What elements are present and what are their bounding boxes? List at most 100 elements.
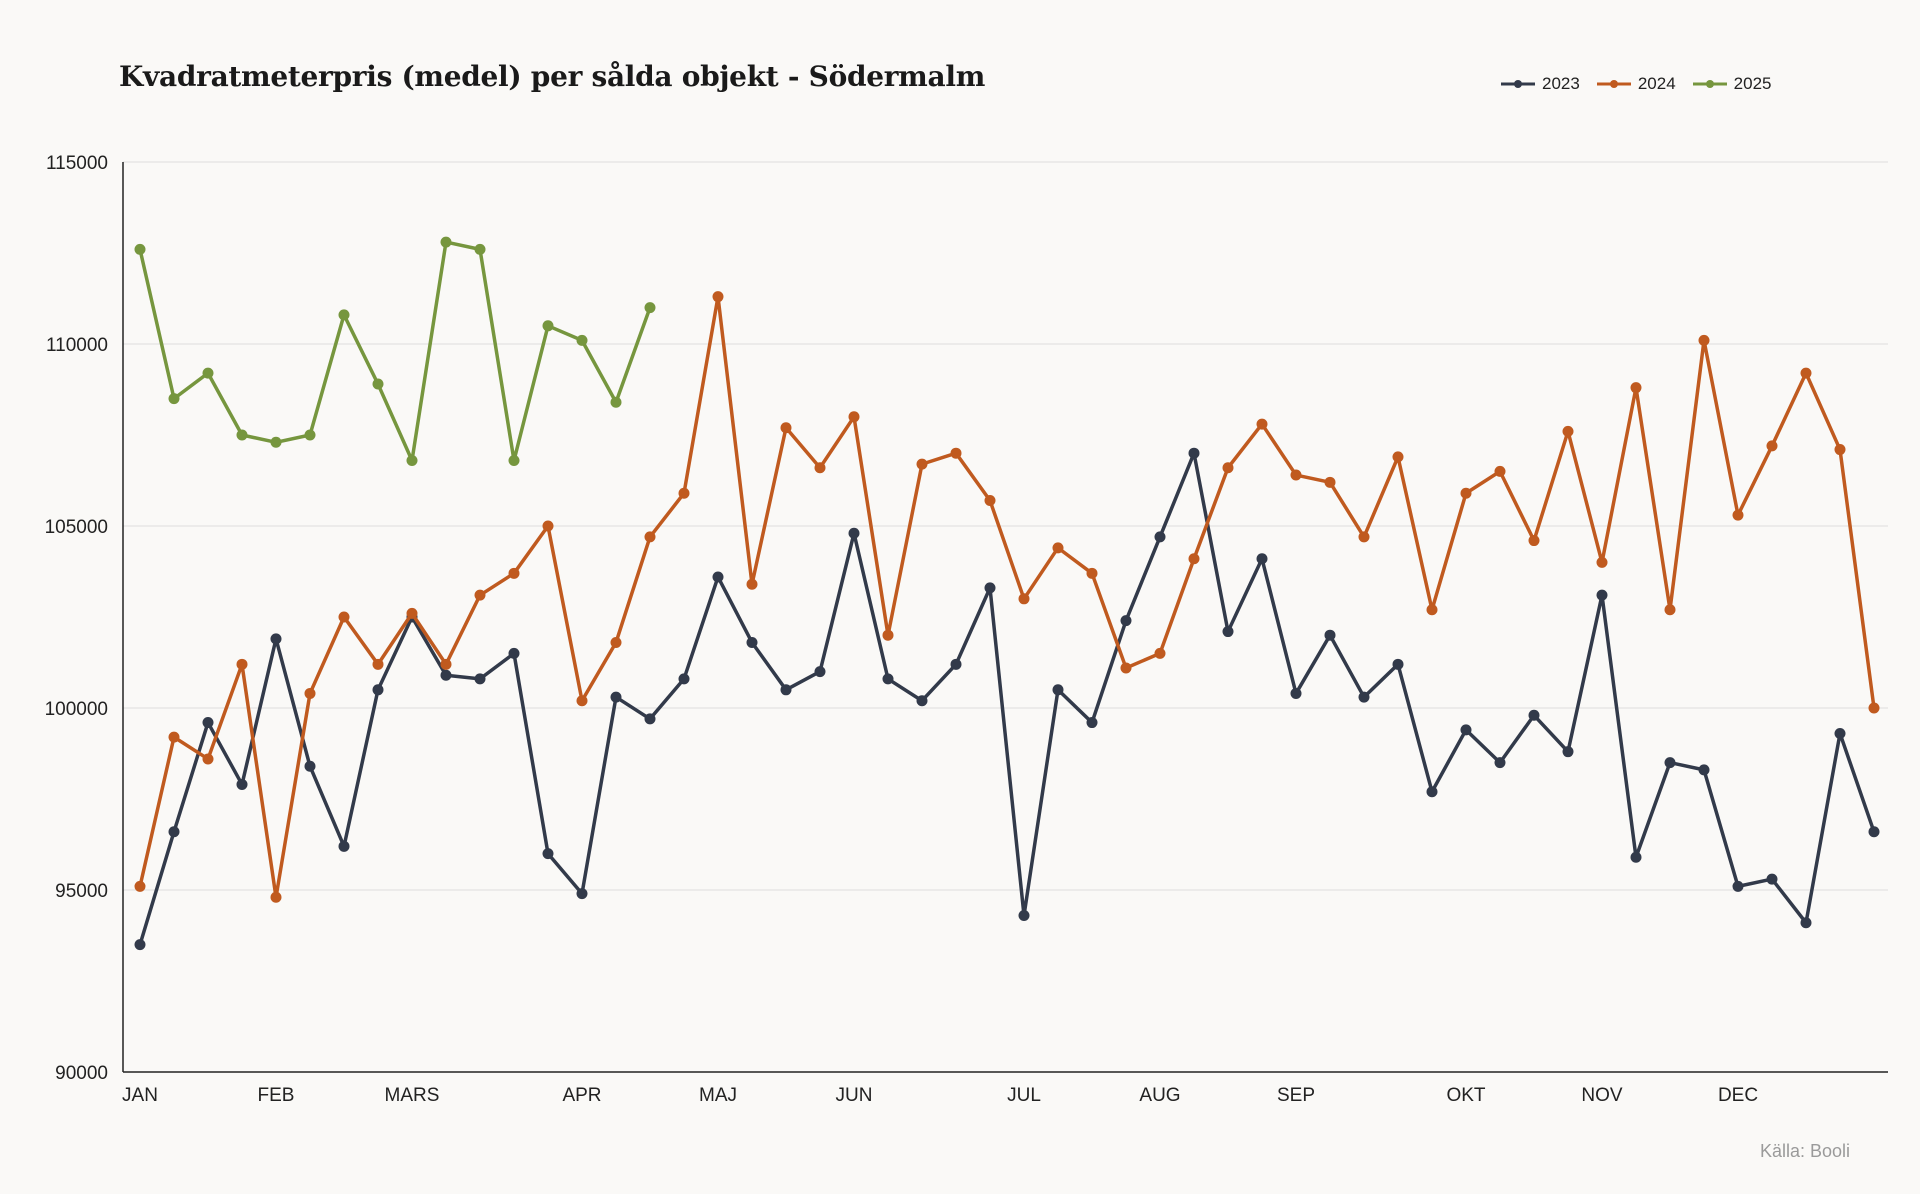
data-point-2024 (1494, 465, 1506, 477)
series-line-2025 (138, 240, 652, 463)
legend-item-2024: 2024 (1596, 74, 1676, 94)
data-point-2023 (1222, 626, 1234, 638)
data-point-2024 (508, 567, 520, 579)
data-point-2024 (1460, 487, 1472, 499)
y-tick-label: 115000 (46, 153, 108, 174)
data-point-2023 (1426, 786, 1438, 798)
data-point-2023 (202, 717, 214, 729)
data-point-2023 (1800, 917, 1812, 929)
data-point-2025 (508, 454, 520, 466)
x-tick-label: FEB (258, 1085, 295, 1106)
data-point-2023 (814, 666, 826, 678)
data-point-2023 (1630, 851, 1642, 863)
data-point-2023 (848, 527, 860, 539)
data-point-2023 (1834, 727, 1846, 739)
data-point-2025 (270, 436, 282, 448)
legend-swatch-2023 (1501, 80, 1535, 88)
x-tick-label: JUL (1007, 1085, 1041, 1106)
x-axis-ticks: JAN FEB MARS APR MAJ JUN JUL AUG SEP OKT NOV DEC (122, 1085, 1758, 1106)
x-tick-label: MAJ (699, 1085, 737, 1106)
data-point-2023 (746, 636, 758, 648)
data-point-2023 (440, 669, 452, 681)
legend-swatch-2025 (1692, 80, 1727, 88)
data-point-2025 (304, 429, 316, 441)
data-point-2023 (576, 888, 588, 900)
data-point-2023 (542, 848, 554, 860)
data-point-2023 (372, 684, 384, 696)
data-point-2024 (1766, 440, 1778, 452)
x-tick-label: OKT (1446, 1085, 1485, 1106)
data-point-2025 (236, 429, 248, 441)
data-point-2025 (168, 393, 180, 405)
x-tick-label: APR (562, 1085, 601, 1106)
source-note: Källa: Booli (1759, 1141, 1850, 1161)
data-point-2023 (474, 673, 486, 685)
data-point-2024 (1630, 382, 1642, 394)
x-tick-label: JUN (836, 1085, 873, 1106)
legend-item-2025: 2025 (1692, 74, 1771, 94)
data-point-2024 (678, 487, 690, 499)
data-point-2025 (372, 378, 384, 390)
data-point-2024 (1188, 553, 1200, 565)
data-point-2024 (406, 607, 418, 619)
data-point-2025 (474, 243, 486, 255)
x-tick-label: SEP (1277, 1085, 1315, 1106)
data-point-2023 (644, 713, 656, 725)
data-point-2023 (1766, 873, 1778, 885)
data-point-2024 (134, 880, 146, 892)
data-point-2025 (338, 309, 350, 321)
data-point-2024 (1392, 451, 1404, 463)
data-point-2024 (1256, 418, 1268, 430)
data-point-2024 (1290, 469, 1302, 481)
series-2024 (134, 291, 1880, 903)
data-point-2023 (610, 691, 622, 703)
data-point-2024 (780, 422, 792, 434)
data-point-2024 (950, 447, 962, 459)
data-point-2024 (848, 411, 860, 423)
data-point-2023 (134, 939, 146, 951)
data-point-2023 (1528, 709, 1540, 721)
data-point-2023 (1698, 764, 1710, 776)
data-point-2024 (712, 291, 724, 303)
data-point-2024 (1562, 425, 1574, 437)
data-point-2023 (984, 582, 996, 594)
legend-label-2023: 2023 (1542, 74, 1580, 93)
data-point-2024 (542, 520, 554, 532)
data-point-2024 (168, 731, 180, 743)
legend: 2023 2024 2025 (1500, 74, 1771, 94)
data-point-2023 (882, 673, 894, 685)
data-point-2023 (270, 633, 282, 645)
data-point-2024 (610, 636, 622, 648)
data-point-2024 (372, 658, 384, 670)
data-point-2023 (950, 658, 962, 670)
data-point-2023 (1868, 826, 1880, 838)
y-axis-ticks: 115000 110000 105000 100000 95000 90000 (45, 153, 108, 1084)
data-point-2023 (168, 826, 180, 838)
data-point-2024 (576, 695, 588, 707)
data-point-2024 (1834, 444, 1846, 456)
data-point-2023 (1596, 589, 1608, 601)
data-point-2025 (576, 334, 588, 346)
x-tick-label: DEC (1718, 1085, 1758, 1106)
data-point-2024 (1154, 647, 1166, 659)
data-point-2024 (1120, 662, 1132, 674)
data-point-2024 (1222, 462, 1234, 474)
x-tick-label: AUG (1139, 1085, 1180, 1106)
data-point-2023 (338, 840, 350, 852)
data-point-2024 (1698, 334, 1710, 346)
data-point-2024 (1086, 567, 1098, 579)
data-point-2024 (236, 658, 248, 670)
data-point-2024 (304, 687, 316, 699)
data-point-2023 (1120, 615, 1132, 627)
data-point-2023 (1732, 880, 1744, 892)
data-point-2025 (134, 243, 146, 255)
data-point-2024 (1324, 476, 1336, 488)
data-point-2024 (1018, 593, 1030, 605)
data-point-2024 (1528, 535, 1540, 547)
x-tick-label: JAN (122, 1085, 158, 1106)
data-point-2024 (1426, 604, 1438, 616)
gridlines (123, 161, 1888, 891)
series-line-2024 (138, 294, 1876, 900)
data-point-2023 (678, 673, 690, 685)
